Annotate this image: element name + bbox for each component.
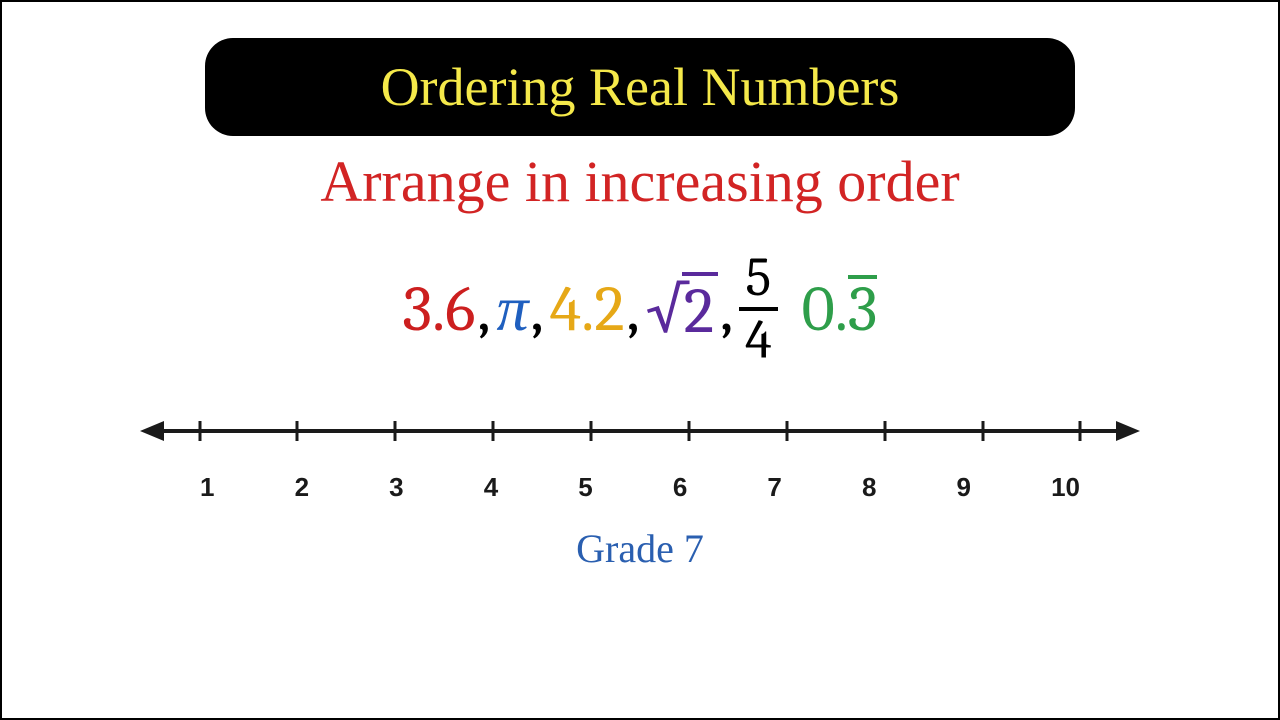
tick-label: 6	[673, 472, 687, 503]
comma: ,	[625, 272, 646, 346]
fraction-numerator: 5	[740, 251, 778, 307]
tick-label: 5	[578, 472, 592, 503]
comma: ,	[718, 272, 739, 346]
repeating-whole: 0.	[802, 272, 848, 346]
number-line-svg	[140, 409, 1140, 459]
tick-label: 8	[862, 472, 876, 503]
number-sqrt-2: √ 2	[646, 272, 718, 346]
number-decimal-3-6: 3.6	[403, 272, 476, 346]
tick-label: 3	[389, 472, 403, 503]
number-repeating-0-3: 0. 3	[802, 272, 878, 346]
subtitle: Arrange in increasing order	[2, 148, 1278, 215]
sqrt-radicand: 2	[682, 272, 718, 346]
comma: ,	[475, 272, 496, 346]
fraction-denominator: 4	[739, 307, 778, 367]
number-line: 1 2 3 4 5 6 7 8 9 10	[140, 409, 1140, 503]
title-text: Ordering Real Numbers	[381, 57, 900, 117]
tick-label: 1	[200, 472, 214, 503]
number-pi: π	[496, 272, 528, 346]
number-decimal-4-2: 4.2	[550, 272, 625, 346]
tick-label: 2	[295, 472, 309, 503]
numbers-row: 3.6 , π , 4.2 , √ 2 , 5 4 0. 3	[2, 229, 1278, 389]
number-fraction-5-4: 5 4	[739, 251, 778, 367]
comma: ,	[529, 272, 550, 346]
tick-label: 7	[767, 472, 781, 503]
grade-label: Grade 7	[2, 525, 1278, 572]
arrow-right-icon	[1116, 421, 1140, 441]
grade-text: Grade 7	[576, 526, 704, 571]
tick-label: 9	[957, 472, 971, 503]
tick-label: 4	[484, 472, 498, 503]
arrow-left-icon	[140, 421, 164, 441]
number-line-labels: 1 2 3 4 5 6 7 8 9 10	[200, 472, 1080, 503]
subtitle-text: Arrange in increasing order	[320, 149, 959, 214]
repeating-digit: 3	[848, 275, 878, 339]
title-box: Ordering Real Numbers	[205, 38, 1075, 136]
tick-label: 10	[1051, 472, 1080, 503]
